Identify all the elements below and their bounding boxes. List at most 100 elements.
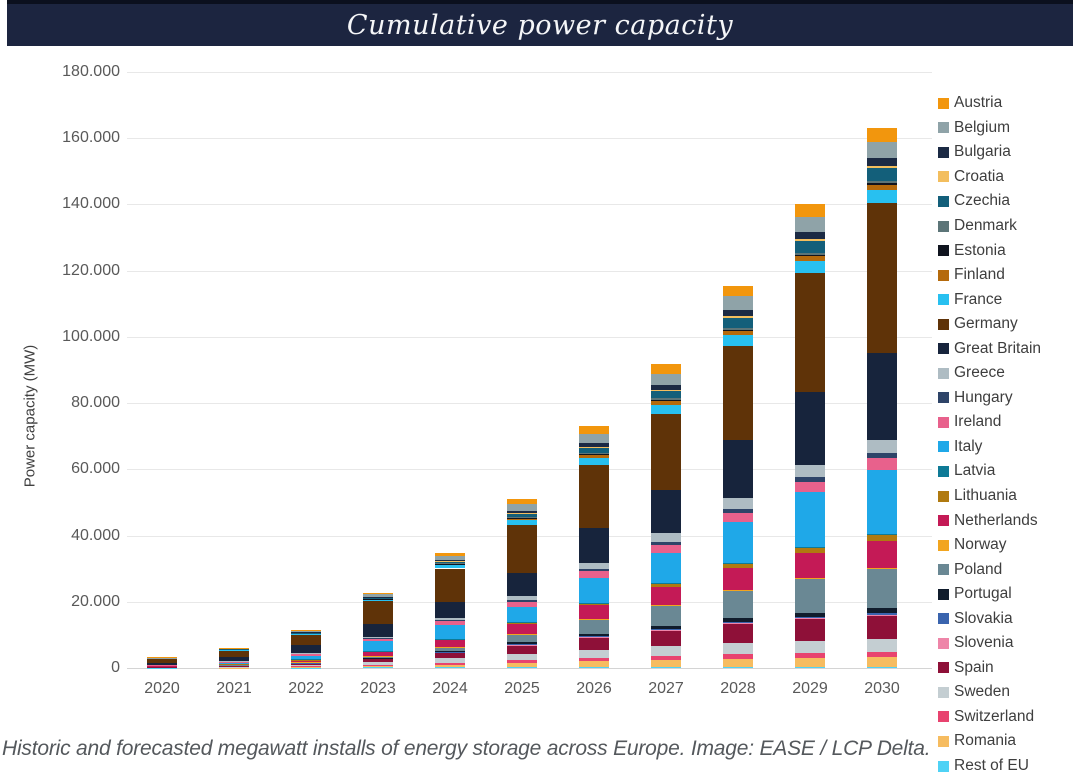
- bar-segment-slovenia-2029: [795, 618, 825, 619]
- bar-segment-france-2027: [651, 405, 681, 414]
- legend-label-czechia: Czechia: [954, 192, 1010, 210]
- bar-segment-bulgaria-2030: [867, 158, 897, 166]
- bar-segment-portugal-2027: [651, 626, 681, 629]
- bar-segment-norway-2028: [723, 590, 753, 591]
- bar-segment-romania-2030: [867, 657, 897, 667]
- x-axis-line: [127, 668, 932, 669]
- legend-label-norway: Norway: [954, 536, 1007, 554]
- legend-swatch-spain: [938, 662, 949, 673]
- bar-segment-spain-2029: [795, 619, 825, 640]
- bar-segment-croatia-2029: [795, 239, 825, 241]
- bar-segment-italy-2028: [723, 522, 753, 563]
- bar-segment-switzerland-2028: [723, 654, 753, 658]
- y-tick-label: 0: [35, 660, 120, 676]
- bar-segment-denmark-2029: [795, 253, 825, 255]
- bar-segment-france-2029: [795, 261, 825, 273]
- bar-segment-poland-2026: [579, 620, 609, 634]
- bar-segment-greece-2025: [507, 596, 537, 600]
- x-tick-label-2022: 2022: [270, 680, 342, 698]
- bar-segment-czechia-2023: [363, 598, 393, 599]
- bar-segment-sweden-2024: [435, 658, 465, 662]
- legend-label-italy: Italy: [954, 438, 982, 456]
- bar-segment-france-2021: [219, 650, 249, 651]
- bar-segment-italy-2027: [651, 553, 681, 583]
- bar-segment-croatia-2026: [579, 447, 609, 448]
- bar-segment-estonia-2027: [651, 400, 681, 401]
- legend-swatch-slovakia: [938, 613, 949, 624]
- bar-segment-austria-2029: [795, 204, 825, 216]
- legend-item-czechia: Czechia: [938, 189, 1041, 214]
- bar-segment-germany-2024: [435, 569, 465, 602]
- bar-segment-austria-2025: [507, 499, 537, 504]
- bar-segment-hungary-2030: [867, 453, 897, 458]
- bar-segment-latvia-2030: [867, 534, 897, 535]
- legend-swatch-ireland: [938, 417, 949, 428]
- legend-swatch-italy: [938, 441, 949, 452]
- legend-label-lithuania: Lithuania: [954, 487, 1017, 505]
- legend-label-slovakia: Slovakia: [954, 610, 1013, 628]
- y-tick-label: 180.000: [35, 64, 120, 80]
- bar-segment-netherlands-2021: [219, 664, 249, 665]
- legend-swatch-romania: [938, 736, 949, 747]
- bar-segment-portugal-2029: [795, 613, 825, 617]
- legend-item-portugal: Portugal: [938, 582, 1041, 607]
- bar-segment-poland-2024: [435, 647, 465, 651]
- bar-segment-czechia-2027: [651, 391, 681, 399]
- bar-segment-germany-2026: [579, 465, 609, 528]
- bar-segment-great-britain-2029: [795, 392, 825, 465]
- bar-segment-czechia-2026: [579, 448, 609, 453]
- bar-segment-spain-2021: [219, 666, 249, 667]
- bar-segment-greece-2023: [363, 637, 393, 638]
- bar-segment-netherlands-2030: [867, 541, 897, 567]
- bar-segment-slovakia-2027: [651, 629, 681, 630]
- legend-item-norway: Norway: [938, 533, 1041, 558]
- x-tick-label-2026: 2026: [558, 680, 630, 698]
- bar-segment-germany-2028: [723, 346, 753, 440]
- bar-segment-belgium-2026: [579, 434, 609, 443]
- bar-segment-france-2028: [723, 335, 753, 346]
- bar-segment-great-britain-2026: [579, 528, 609, 563]
- bar-segment-belgium-2030: [867, 142, 897, 159]
- bar-segment-austria-2030: [867, 128, 897, 141]
- bar-segment-lithuania-2030: [867, 535, 897, 541]
- bar-segment-finland-2030: [867, 185, 897, 190]
- bar-segment-greece-2026: [579, 563, 609, 570]
- bar-segment-germany-2030: [867, 203, 897, 354]
- bar-segment-germany-2021: [219, 650, 249, 657]
- legend-item-austria: Austria: [938, 91, 1041, 116]
- bar-segment-denmark-2028: [723, 328, 753, 330]
- legend-item-france: France: [938, 287, 1041, 312]
- legend-item-belgium: Belgium: [938, 116, 1041, 141]
- bar-segment-great-britain-2024: [435, 602, 465, 619]
- bar-segment-ireland-2020: [147, 665, 177, 666]
- chart-title: Cumulative power capacity: [347, 10, 733, 41]
- bar-segment-norway-2030: [867, 568, 897, 569]
- bar-segment-spain-2027: [651, 631, 681, 647]
- chart-title-bar: Cumulative power capacity: [7, 0, 1073, 46]
- bar-segment-bulgaria-2027: [651, 385, 681, 390]
- bar-segment-great-britain-2030: [867, 353, 897, 439]
- bar-segment-belgium-2027: [651, 374, 681, 385]
- bar-segment-lithuania-2028: [723, 564, 753, 568]
- bar-segment-great-britain-2027: [651, 490, 681, 533]
- bar-segment-ireland-2023: [363, 638, 393, 641]
- legend-label-slovenia: Slovenia: [954, 634, 1013, 652]
- x-tick-label-2030: 2030: [846, 680, 918, 698]
- bar-segment-netherlands-2029: [795, 553, 825, 577]
- bar-segment-rest-of-eu-2023: [363, 667, 393, 668]
- bar-segment-romania-2023: [363, 666, 393, 667]
- x-tick-label-2024: 2024: [414, 680, 486, 698]
- bar-segment-slovakia-2028: [723, 622, 753, 623]
- legend-item-denmark: Denmark: [938, 214, 1041, 239]
- legend-swatch-poland: [938, 564, 949, 575]
- legend-swatch-norway: [938, 540, 949, 551]
- bar-segment-great-britain-2028: [723, 440, 753, 498]
- bar-segment-greece-2027: [651, 533, 681, 542]
- bar-segment-poland-2025: [507, 634, 537, 642]
- legend-swatch-finland: [938, 270, 949, 281]
- bar-segment-portugal-2028: [723, 618, 753, 622]
- bar-segment-france-2024: [435, 565, 465, 568]
- legend-item-poland: Poland: [938, 557, 1041, 582]
